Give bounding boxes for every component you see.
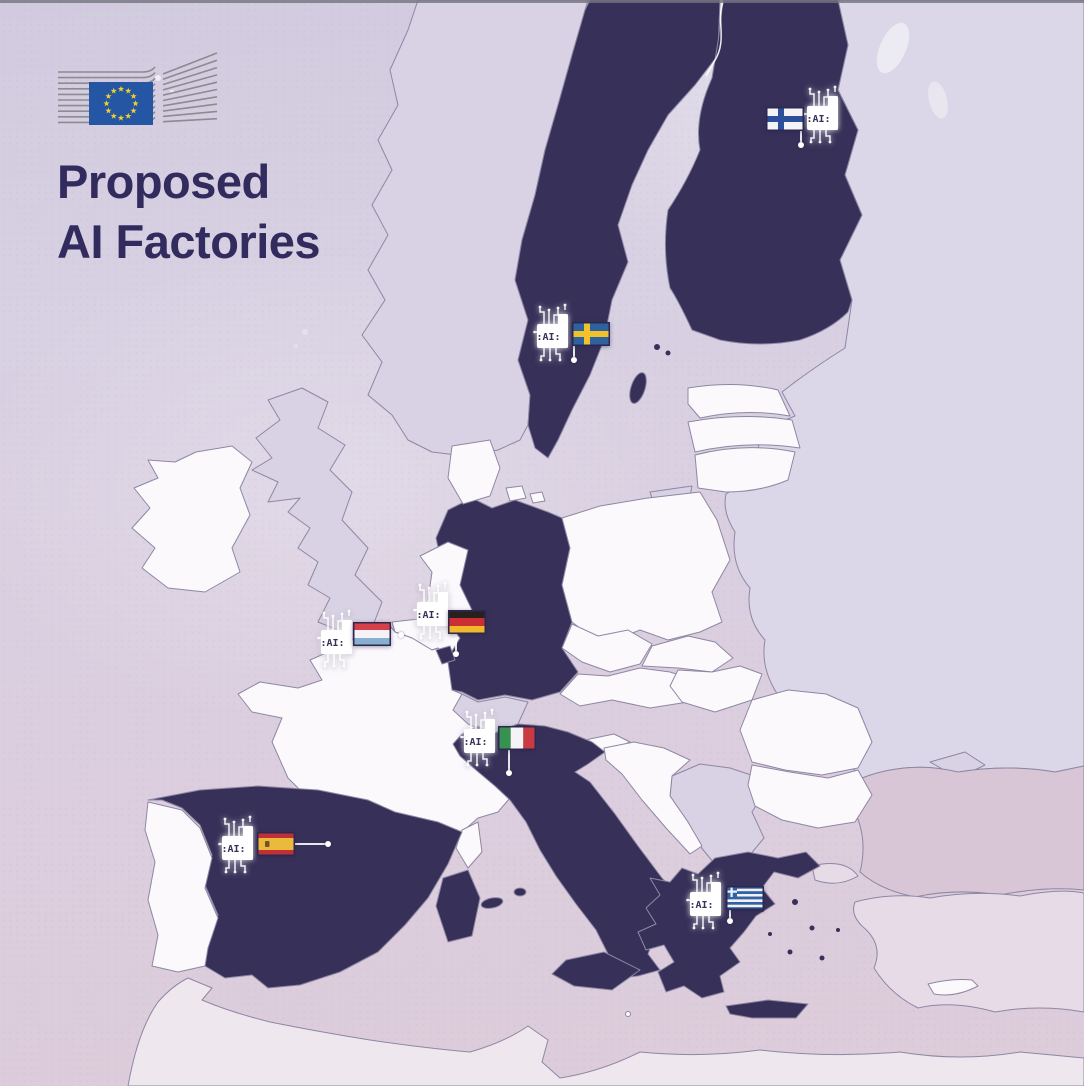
country-sweden-gotland xyxy=(629,372,647,404)
denmark-islands xyxy=(505,485,546,504)
ai-factory-chip-icon xyxy=(532,302,576,371)
country-latvia xyxy=(687,415,801,453)
eu-star xyxy=(110,112,117,119)
european-commission-logo xyxy=(58,52,218,125)
ai-factory-chip-icon xyxy=(802,84,846,153)
eu-star xyxy=(125,87,132,94)
country-france xyxy=(237,625,516,833)
country-ireland xyxy=(131,445,253,593)
country-turkey xyxy=(853,890,1084,1013)
country-spain-mallorca xyxy=(480,897,504,909)
location-dot xyxy=(571,357,577,363)
header: Proposed AI Factories xyxy=(55,48,321,268)
eu-star xyxy=(130,93,137,99)
location-pin xyxy=(729,910,731,918)
country-finland xyxy=(664,0,863,345)
country-turkey-thrace xyxy=(811,863,859,884)
country-croatia xyxy=(603,741,703,855)
ai-factory-chip-icon xyxy=(217,814,261,883)
eu-star xyxy=(110,87,117,94)
country-slovakia xyxy=(641,635,734,673)
location-pin xyxy=(573,346,575,357)
flag-container-finland xyxy=(766,107,804,136)
logo-right-stripes xyxy=(162,52,218,123)
country-greece-crete xyxy=(725,999,809,1019)
eu-star xyxy=(117,85,125,92)
eu-star xyxy=(132,100,139,107)
eu-star xyxy=(105,107,112,114)
country-corsica xyxy=(455,821,483,869)
eu-star xyxy=(103,100,110,107)
country-romania xyxy=(739,689,873,776)
country-lithuania xyxy=(694,447,796,493)
location-dot xyxy=(798,142,804,148)
location-dot xyxy=(398,632,404,638)
location-dot xyxy=(325,841,331,847)
country-italy-sicily xyxy=(551,951,641,991)
location-pin xyxy=(508,750,510,770)
title-line-1: Proposed xyxy=(57,155,270,208)
white-sea-lake xyxy=(876,22,910,74)
flag-container-sweden xyxy=(572,322,610,351)
ai-factory-chip-icon xyxy=(685,870,729,939)
eu-star xyxy=(105,93,112,99)
country-greece xyxy=(637,851,821,999)
country-italy-sardinia xyxy=(435,869,481,943)
title-line-2: AI Factories xyxy=(57,214,321,268)
country-cyprus xyxy=(927,979,979,996)
country-denmark xyxy=(447,439,501,505)
faroe-shetland-islands xyxy=(155,75,308,348)
flag-container-luxembourg xyxy=(353,622,391,651)
flag-finland xyxy=(766,107,804,131)
country-bulgaria xyxy=(747,764,873,829)
eu-flag-stars xyxy=(103,85,139,121)
flag-luxembourg xyxy=(353,622,391,646)
country-spain-menorca xyxy=(513,887,527,897)
flag-greece xyxy=(726,886,764,910)
eu-star xyxy=(130,107,137,114)
sweden-finland-border-river xyxy=(705,1,724,77)
eu-star xyxy=(125,112,132,119)
country-estonia xyxy=(687,383,791,419)
flag-container-greece xyxy=(726,886,764,915)
flag-container-spain xyxy=(257,832,295,861)
location-dot xyxy=(727,918,733,924)
location-pin xyxy=(391,634,398,636)
location-dot xyxy=(453,651,459,657)
country-czechia xyxy=(561,623,653,673)
page-title: Proposed AI Factories xyxy=(57,152,477,271)
flag-italy xyxy=(498,726,536,750)
greek-islands xyxy=(760,899,840,961)
location-pin xyxy=(455,634,457,651)
top-edge-strip xyxy=(0,0,1084,3)
lake-ladoga xyxy=(928,81,948,119)
flag-container-germany xyxy=(448,610,486,639)
country-hungary xyxy=(669,665,763,713)
ai-factory-chip-icon xyxy=(459,707,503,776)
black-sea xyxy=(853,765,1084,898)
aland-islands xyxy=(654,344,671,356)
country-luxembourg xyxy=(435,645,456,665)
flag-container-italy xyxy=(498,726,536,755)
flag-germany xyxy=(448,610,486,634)
flag-spain xyxy=(257,832,295,856)
flag-sweden xyxy=(572,322,610,346)
location-dot xyxy=(506,770,512,776)
country-portugal xyxy=(144,801,219,973)
location-pin xyxy=(800,131,802,142)
eu-star xyxy=(117,114,125,121)
country-poland xyxy=(561,491,731,643)
country-malta xyxy=(625,1011,631,1017)
location-pin xyxy=(295,843,325,845)
